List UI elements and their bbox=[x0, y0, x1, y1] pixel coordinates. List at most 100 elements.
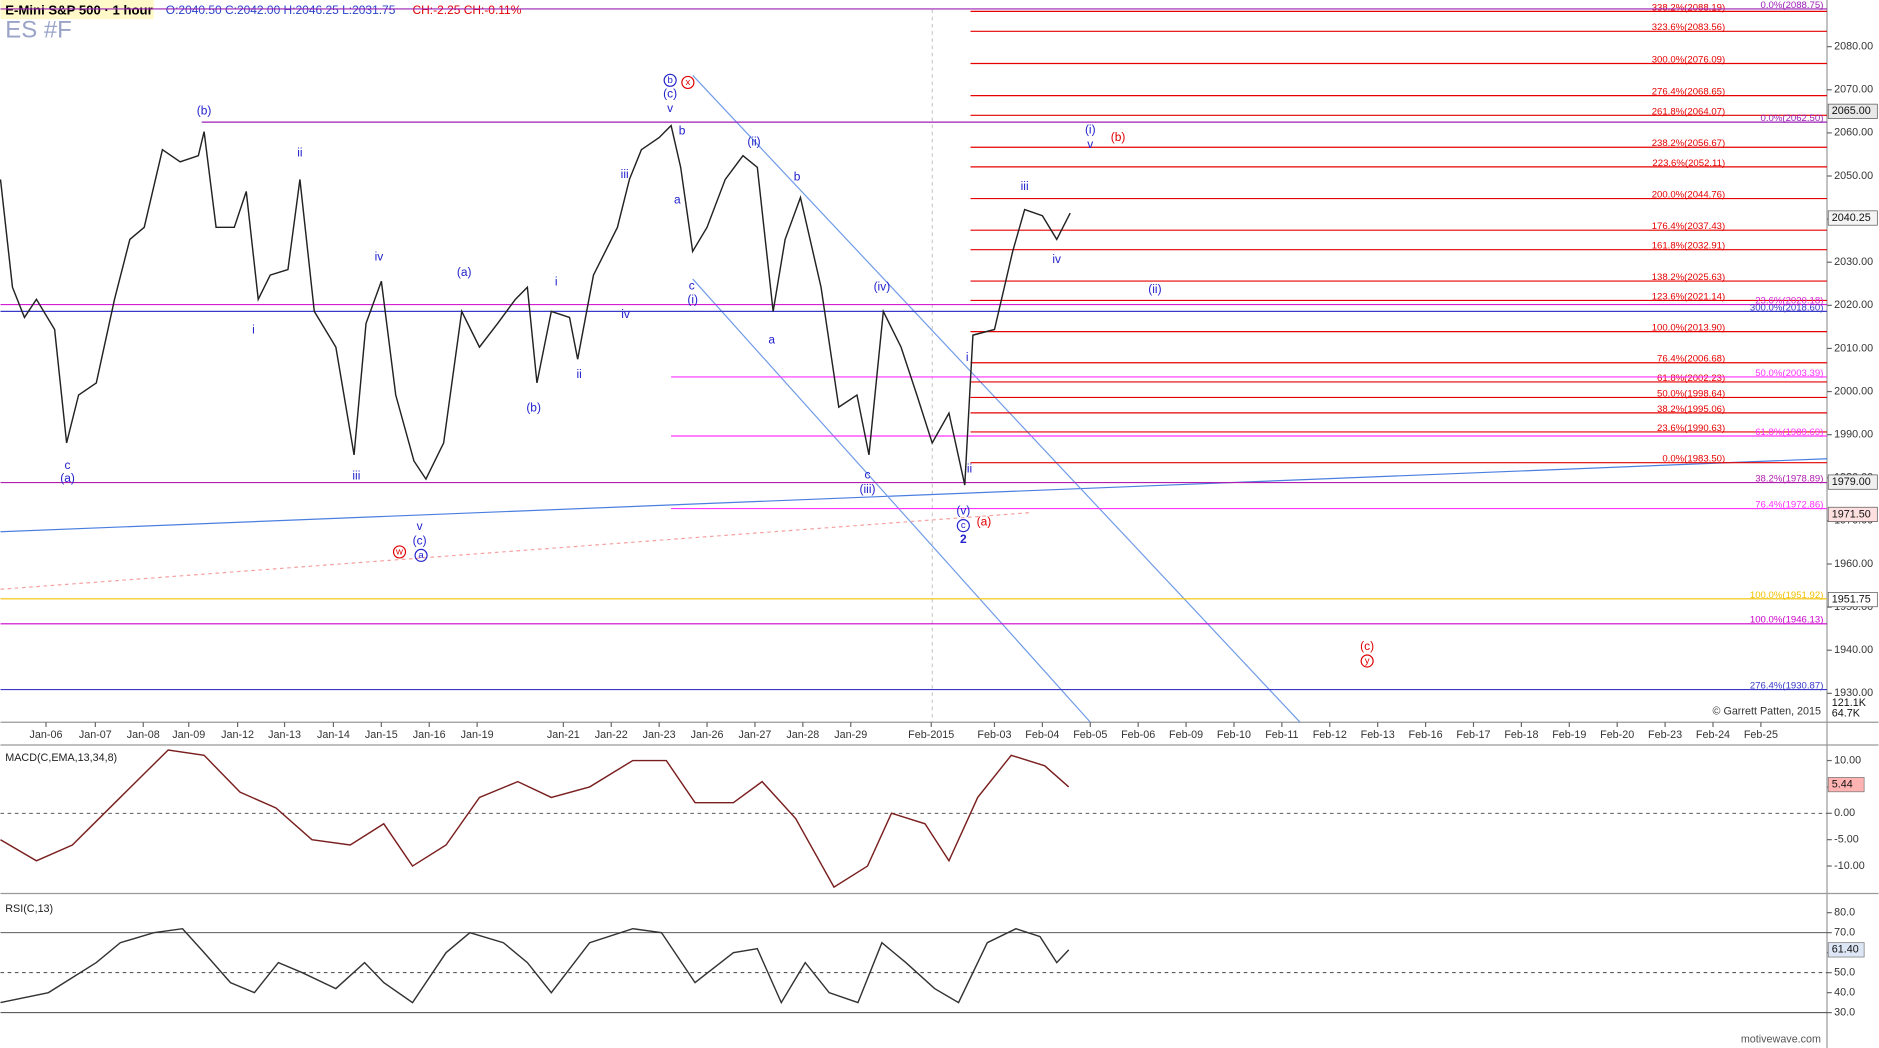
wave-label: (iv) bbox=[874, 279, 891, 293]
wave-label: w bbox=[395, 546, 403, 557]
x-tick-label: Jan-22 bbox=[595, 729, 628, 741]
last-value-label: 61.40 bbox=[1832, 944, 1859, 956]
price-marker-label: 1951.75 bbox=[1832, 593, 1871, 605]
fib-label: 61.8%(2002.23) bbox=[1657, 373, 1725, 384]
fib-label: 23.6%(1990.63) bbox=[1657, 423, 1725, 434]
wave-label: iii bbox=[621, 167, 629, 181]
wave-label: b bbox=[668, 75, 673, 86]
wave-label: ii bbox=[297, 145, 302, 159]
x-tick-label: Jan-15 bbox=[365, 729, 398, 741]
x-tick-label: Feb-20 bbox=[1600, 729, 1634, 741]
price-marker bbox=[1827, 592, 1878, 608]
price-marker bbox=[1827, 474, 1878, 490]
x-tick-label: Feb-18 bbox=[1504, 729, 1538, 741]
x-tick-label: Feb-17 bbox=[1456, 729, 1490, 741]
x-tick-label: Jan-09 bbox=[172, 729, 205, 741]
fib-label: 61.8%(1989.69) bbox=[1755, 427, 1823, 438]
price-marker-label: 1971.50 bbox=[1832, 508, 1871, 520]
x-tick-label: Feb-23 bbox=[1648, 729, 1682, 741]
wave-label: i bbox=[252, 322, 255, 336]
fib-label: 76.4%(2006.68) bbox=[1657, 354, 1725, 365]
y-tick-label: 40.0 bbox=[1834, 986, 1855, 998]
y-tick-label: 10.00 bbox=[1834, 754, 1861, 766]
wave-label: (a) bbox=[60, 471, 75, 485]
y-tick-label: 2000.00 bbox=[1834, 385, 1873, 397]
macd-title: MACD(C,EMA,13,34,8) bbox=[5, 752, 117, 764]
x-tick-label: Feb-2015 bbox=[908, 729, 954, 741]
wave-label: (ii) bbox=[747, 135, 760, 149]
price-line bbox=[0, 124, 1071, 486]
last-value-box bbox=[1827, 777, 1865, 793]
fib-label: 23.6%(2020.18) bbox=[1755, 295, 1823, 306]
wave-circle bbox=[681, 75, 695, 90]
y-tick-label: 2020.00 bbox=[1834, 299, 1873, 311]
x-tick-label: Jan-07 bbox=[79, 729, 112, 741]
x-tick-label: Feb-16 bbox=[1409, 729, 1443, 741]
wave-label: (b) bbox=[197, 103, 212, 117]
fib-label: 300.0%(2018.60) bbox=[1750, 302, 1824, 313]
channel-line bbox=[692, 278, 1091, 723]
wave-label: (a) bbox=[977, 514, 992, 528]
y-tick-label: 2050.00 bbox=[1834, 170, 1873, 182]
fib-label: 300.0%(2076.09) bbox=[1652, 54, 1726, 65]
rsi-title: RSI(C,13) bbox=[5, 903, 53, 915]
wave-label: (iii) bbox=[860, 482, 876, 496]
wave-label: c bbox=[689, 279, 695, 293]
wave-label: (b) bbox=[1111, 130, 1126, 144]
fib-label: 100.0%(1946.13) bbox=[1750, 615, 1824, 626]
wave-label: iii bbox=[1021, 179, 1029, 193]
fib-label: 50.0%(1998.64) bbox=[1657, 388, 1725, 399]
wave-label: iv bbox=[621, 307, 630, 321]
y-tick-label: -5.00 bbox=[1834, 834, 1859, 846]
price-marker bbox=[1827, 506, 1878, 522]
x-tick-label: Feb-13 bbox=[1361, 729, 1395, 741]
fib-label: 38.2%(1995.06) bbox=[1657, 404, 1725, 415]
quote: O:2040.50 C:2042.00 H:2046.25 L:2031.75 bbox=[166, 3, 396, 17]
x-tick-label: Jan-06 bbox=[30, 729, 63, 741]
y-tick-label: 30.0 bbox=[1834, 1006, 1855, 1018]
last-value-box bbox=[1827, 942, 1865, 958]
y-tick-label: 2010.00 bbox=[1834, 342, 1873, 354]
fib-label: 76.4%(1972.86) bbox=[1755, 499, 1823, 510]
fib-label: 338.2%(2088.19) bbox=[1652, 2, 1726, 13]
wave-label: a bbox=[418, 550, 424, 561]
y-tick-label: 2030.00 bbox=[1834, 256, 1873, 268]
fib-label: 100.0%(1951.92) bbox=[1750, 590, 1824, 601]
wave-circle bbox=[414, 548, 428, 562]
y-tick-label: 70.0 bbox=[1834, 927, 1855, 939]
fib-label: 0.0%(2088.75) bbox=[1761, 0, 1824, 11]
wave-label: i bbox=[555, 275, 558, 289]
x-tick-label: Jan-16 bbox=[413, 729, 446, 741]
fib-label: 161.8%(2032.91) bbox=[1652, 241, 1726, 252]
x-tick-label: Feb-06 bbox=[1121, 729, 1155, 741]
fib-label: 200.0%(2044.76) bbox=[1652, 190, 1726, 201]
y-tick-label: 80.0 bbox=[1834, 907, 1855, 919]
wave-label: v bbox=[417, 519, 423, 533]
wave-label: (ii) bbox=[1148, 282, 1161, 296]
wave-circle bbox=[663, 73, 677, 87]
wave-circle bbox=[956, 519, 970, 533]
wave-label: (c) bbox=[1360, 639, 1374, 653]
wave-label: c bbox=[961, 520, 966, 531]
fib-label: 176.4%(2037.43) bbox=[1652, 221, 1726, 232]
price-marker-label: 2040.25 bbox=[1832, 212, 1871, 224]
symbol: ES #F bbox=[5, 16, 72, 43]
x-tick-label: Feb-24 bbox=[1696, 729, 1730, 741]
wave-label: (a) bbox=[457, 265, 472, 279]
title-box bbox=[0, 0, 154, 20]
x-tick-label: Feb-09 bbox=[1169, 729, 1203, 741]
y-tick-label: -10.00 bbox=[1834, 860, 1865, 872]
x-tick-label: Jan-19 bbox=[461, 729, 494, 741]
x-tick-label: Jan-23 bbox=[643, 729, 676, 741]
volume-label: 121.1K bbox=[1832, 697, 1867, 709]
wave-label: v bbox=[667, 101, 673, 115]
wave-label: b bbox=[794, 169, 801, 183]
x-tick-label: Feb-03 bbox=[977, 729, 1011, 741]
channel-line bbox=[692, 75, 1301, 723]
y-tick-label: 1930.00 bbox=[1834, 687, 1873, 699]
price-marker bbox=[1827, 103, 1878, 119]
wave-circle bbox=[1360, 654, 1374, 668]
y-tick-label: 1990.00 bbox=[1834, 429, 1873, 441]
fib-label: 123.6%(2021.14) bbox=[1652, 291, 1726, 302]
